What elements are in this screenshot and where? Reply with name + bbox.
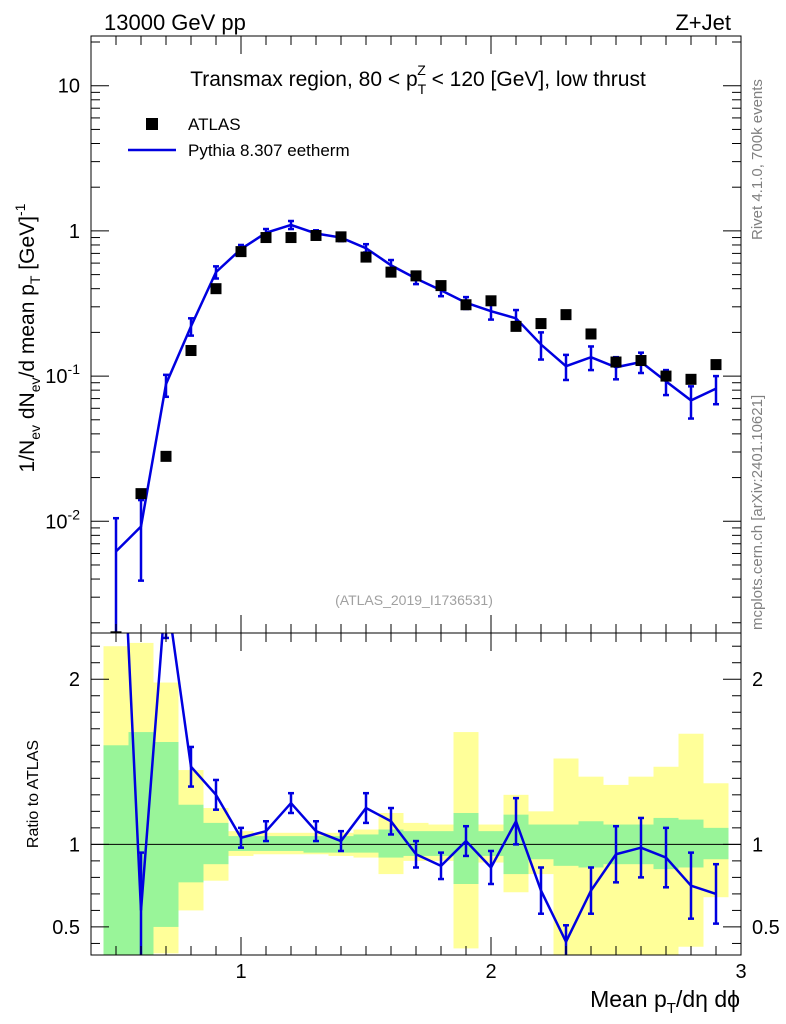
xlabel-b: /dη dϕ	[676, 986, 740, 1012]
data-point	[685, 373, 697, 385]
xlabel-a: Mean p	[590, 986, 667, 1012]
analysis-watermark: (ATLAS_2019_I1736531)	[335, 592, 493, 608]
ratio-y-tick-label-right: 2	[752, 669, 763, 691]
ylabel-a: 1/N	[16, 440, 39, 473]
legend-label-mc: Pythia 8.307 eetherm	[188, 141, 350, 160]
tick-base: 10	[45, 511, 67, 533]
data-point	[185, 345, 197, 357]
main-y-tick-label: 10-1	[45, 361, 80, 388]
ratio-y-tick-label-right: 0.5	[752, 917, 780, 939]
data-point	[510, 320, 522, 332]
data-point	[560, 309, 572, 321]
plot-title: Transmax region, 80 < pTZ < 120 [GeV], l…	[190, 62, 646, 97]
legend-label-atlas: ATLAS	[188, 115, 241, 134]
title-sub: T	[418, 81, 427, 97]
legend-marker-atlas	[146, 118, 158, 130]
data-point	[285, 232, 297, 244]
title-pre: Transmax region, 80 < p	[190, 68, 417, 91]
x-tick-label: 2	[485, 961, 496, 983]
ratio-band-inner	[103, 745, 129, 955]
x-axis-label: Mean pT/dη dϕ	[590, 986, 740, 1017]
data-point	[485, 295, 497, 307]
ratio-y-tick-label-right: 1	[752, 834, 763, 856]
title-sup: Z	[417, 62, 426, 78]
main-y-tick-label: 1	[69, 221, 80, 243]
data-point	[160, 450, 172, 462]
ratio-band-inner	[703, 827, 729, 860]
ratio-band-inner	[203, 822, 229, 865]
xlabel-a-sub: T	[667, 1000, 676, 1017]
tick-base: 1	[69, 221, 80, 243]
legend: ATLAS Pythia 8.307 eetherm	[128, 115, 350, 160]
data-point	[660, 370, 672, 382]
ratio-band-inner	[178, 804, 204, 883]
ratio-y-axis-label: Ratio to ATLAS	[25, 740, 42, 848]
tick-base: 10	[58, 76, 80, 98]
ratio-y-tick-label: 2	[69, 669, 80, 691]
x-tick-label: 1	[235, 961, 246, 983]
side-label-bottom: mcplots.cern.ch [arXiv:2401.10621]	[749, 395, 766, 630]
ylabel-c: /d mean p	[16, 284, 39, 377]
data-point	[385, 266, 397, 278]
ylabel-d-sup: -1	[12, 203, 28, 216]
x-tick-label: 3	[735, 961, 746, 983]
data-point	[610, 356, 622, 368]
ratio-band-inner	[528, 824, 554, 860]
ylabel-b-sub: ev	[27, 377, 43, 392]
data-point	[135, 488, 147, 500]
data-point	[410, 270, 422, 282]
data-point	[535, 318, 547, 330]
ratio-band-inner	[253, 836, 279, 851]
ratio-panel: 1 2 3 0.5 0.5 1 1 2 2 Ratio to ATLAS Mean pT/dη …	[25, 632, 780, 1017]
ratio-plot-data	[91, 633, 741, 955]
data-point	[460, 299, 472, 311]
ylabel-a-sub: ev	[27, 425, 43, 440]
main-plot-data	[110, 219, 722, 633]
tick-base: 10	[45, 366, 67, 388]
header-left: 13000 GeV pp	[104, 10, 246, 35]
data-point	[210, 283, 222, 295]
ylabel-d: [GeV]	[16, 216, 39, 276]
ratio-band-inner	[553, 824, 579, 866]
ratio-band-inner	[153, 741, 179, 927]
tick-exponent: -2	[68, 506, 81, 522]
data-point	[710, 359, 722, 371]
ratio-band-inner	[353, 834, 379, 853]
main-y-tick-label: 10-2	[45, 506, 80, 533]
data-point	[585, 328, 597, 340]
data-point	[310, 229, 322, 241]
side-label-top: Rivet 4.1.0, 700k events	[749, 79, 766, 240]
ratio-y-tick-label: 0.5	[52, 917, 80, 939]
data-point	[235, 246, 247, 258]
header-right: Z+Jet	[675, 10, 731, 35]
main-ticks	[90, 36, 742, 633]
ylabel-b: dN	[16, 392, 39, 425]
main-y-tick-label: 10	[58, 76, 80, 98]
ratio-y-tick-label: 1	[69, 834, 80, 856]
ratio-tick-labels: 1 2 3 0.5 0.5 1 1 2 2	[52, 669, 780, 983]
ratio-band-inner	[278, 836, 304, 851]
ratio-ticks	[90, 633, 742, 955]
tick-exponent: -1	[68, 361, 81, 377]
title-post: < 120 [GeV], low thrust	[426, 68, 646, 91]
data-point	[635, 355, 647, 367]
data-point	[335, 231, 347, 243]
data-point	[360, 251, 372, 263]
data-point	[435, 280, 447, 292]
main-y-axis-label: 1/Nev dNev/d mean pT [GeV]-1	[12, 203, 43, 472]
data-point	[260, 232, 272, 244]
ylabel-c-sub: T	[27, 275, 43, 284]
